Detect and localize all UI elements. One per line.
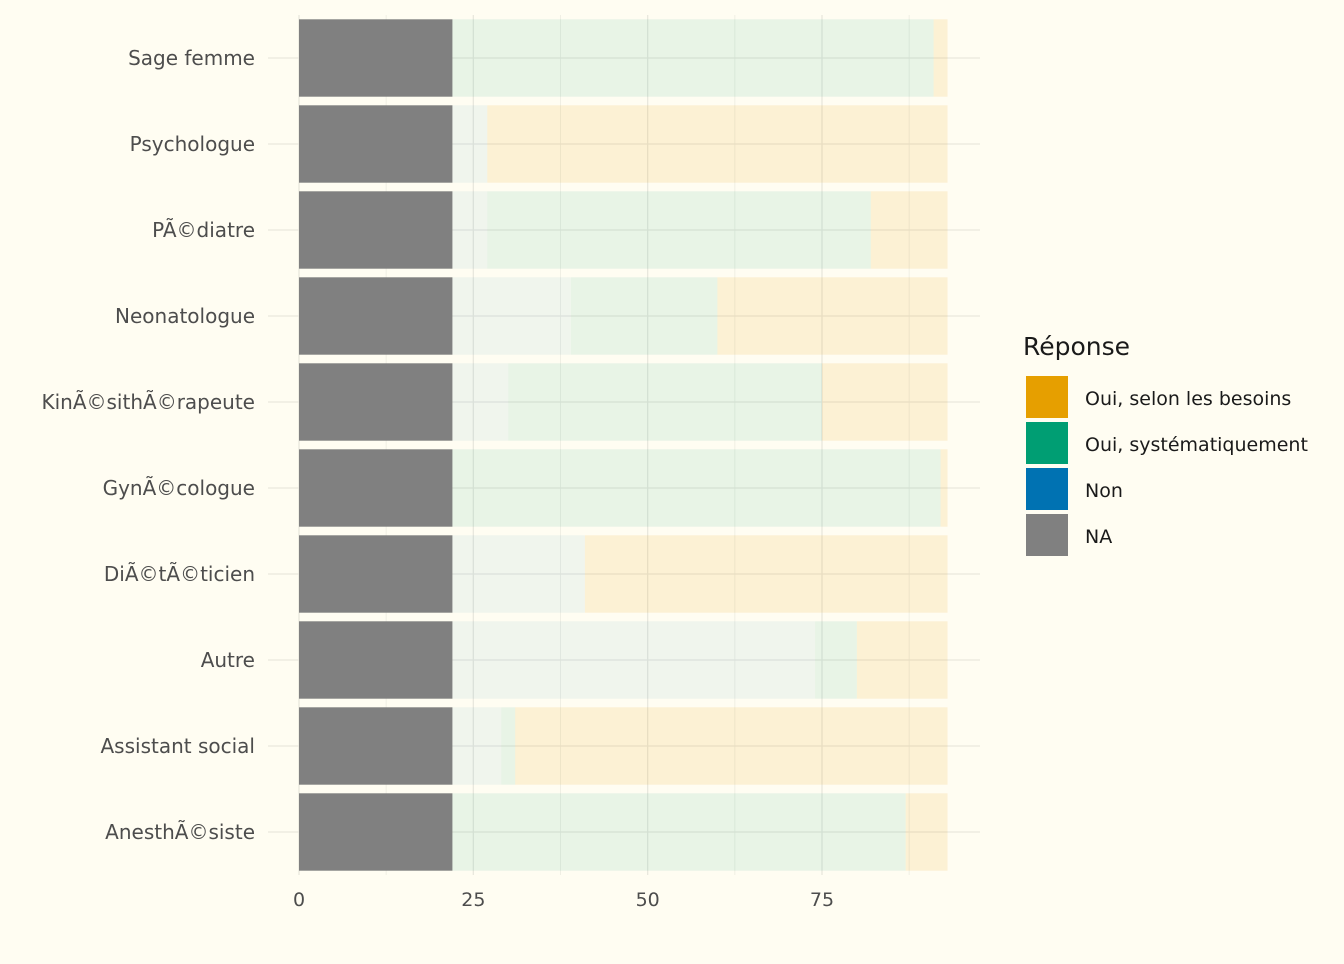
bar-oui-syste-matiquement-anesthe-siste xyxy=(452,793,906,871)
bar-oui-syste-matiquement-neonatologue xyxy=(570,277,718,355)
y-tick-label: Sage femme xyxy=(128,46,255,70)
bar-oui-syste-matiquement-sage-femme xyxy=(452,19,934,97)
bar-na-psychologue xyxy=(299,105,453,183)
y-tick-label: Neonatologue xyxy=(115,304,255,328)
bars xyxy=(299,19,948,871)
legend-key-na xyxy=(1026,514,1068,556)
bar-oui-selon-les-besoins-kina-sitha-rapeute xyxy=(822,363,948,441)
legend-label-oui-syste-matiquement: Oui, systématiquement xyxy=(1085,434,1308,456)
bar-non-kina-sitha-rapeute xyxy=(452,363,509,441)
legend-title: Réponse xyxy=(1023,332,1130,361)
bar-oui-syste-matiquement-pa-diatre xyxy=(487,191,871,269)
bar-non-pa-diatre xyxy=(452,191,488,269)
legend-key-oui-selon-les-besoins xyxy=(1026,376,1068,418)
bar-oui-selon-les-besoins-autre xyxy=(856,621,948,699)
bar-non-neonatologue xyxy=(452,277,571,355)
y-tick-label: Psychologue xyxy=(130,132,255,156)
bar-na-kina-sitha-rapeute xyxy=(299,363,453,441)
legend-label-non: Non xyxy=(1085,480,1123,502)
bar-na-anesthe-siste xyxy=(299,793,453,871)
bar-oui-syste-matiquement-gyna-cologue xyxy=(452,449,941,527)
bar-oui-syste-matiquement-autre xyxy=(815,621,857,699)
bar-oui-selon-les-besoins-dia-ta-ticien xyxy=(584,535,948,613)
bar-oui-selon-les-besoins-gyna-cologue xyxy=(940,449,948,527)
bar-oui-syste-matiquement-kina-sitha-rapeute xyxy=(508,363,822,441)
bar-non-autre xyxy=(452,621,816,699)
bar-na-autre xyxy=(299,621,453,699)
bar-na-neonatologue xyxy=(299,277,453,355)
legend-label-na: NA xyxy=(1085,526,1112,548)
legend-key-non xyxy=(1026,468,1068,510)
bar-na-dia-ta-ticien xyxy=(299,535,453,613)
x-tick-label: 50 xyxy=(636,889,660,911)
bar-non-assistant-social xyxy=(452,707,502,785)
legend-key-oui-syste-matiquement xyxy=(1026,422,1068,464)
legend: Réponse Oui, selon les besoins Oui, systém… xyxy=(1023,332,1308,556)
axis-labels: AnesthÃ©siste Assistant social Autre DiÃ©tÃ… xyxy=(41,46,834,911)
x-tick-label: 75 xyxy=(810,889,834,911)
bar-oui-selon-les-besoins-sage-femme xyxy=(933,19,948,97)
bar-na-assistant-social xyxy=(299,707,453,785)
y-tick-label: PÃ©diatre xyxy=(152,218,255,242)
bar-na-pa-diatre xyxy=(299,191,453,269)
x-tick-label: 0 xyxy=(293,889,305,911)
bar-oui-selon-les-besoins-assistant-social xyxy=(515,707,948,785)
bar-oui-selon-les-besoins-neonatologue xyxy=(717,277,948,355)
bar-non-psychologue xyxy=(452,105,488,183)
y-tick-label: Assistant social xyxy=(101,734,256,758)
y-tick-label: AnesthÃ©siste xyxy=(105,820,255,844)
bar-oui-selon-les-besoins-pa-diatre xyxy=(870,191,948,269)
bar-na-sage-femme xyxy=(299,19,453,97)
y-tick-label: KinÃ©sithÃ©rapeute xyxy=(41,390,255,414)
y-tick-label: Autre xyxy=(201,648,255,672)
y-tick-label: DiÃ©tÃ©ticien xyxy=(104,562,255,586)
x-tick-label: 25 xyxy=(461,889,485,911)
bar-oui-syste-matiquement-assistant-social xyxy=(501,707,516,785)
y-tick-label: GynÃ©cologue xyxy=(103,476,255,500)
legend-label-oui-selon-les-besoins: Oui, selon les besoins xyxy=(1085,388,1291,410)
bar-na-gyna-cologue xyxy=(299,449,453,527)
bar-oui-selon-les-besoins-anesthe-siste xyxy=(905,793,948,871)
bar-non-dia-ta-ticien xyxy=(452,535,585,613)
bar-oui-selon-les-besoins-psychologue xyxy=(487,105,948,183)
